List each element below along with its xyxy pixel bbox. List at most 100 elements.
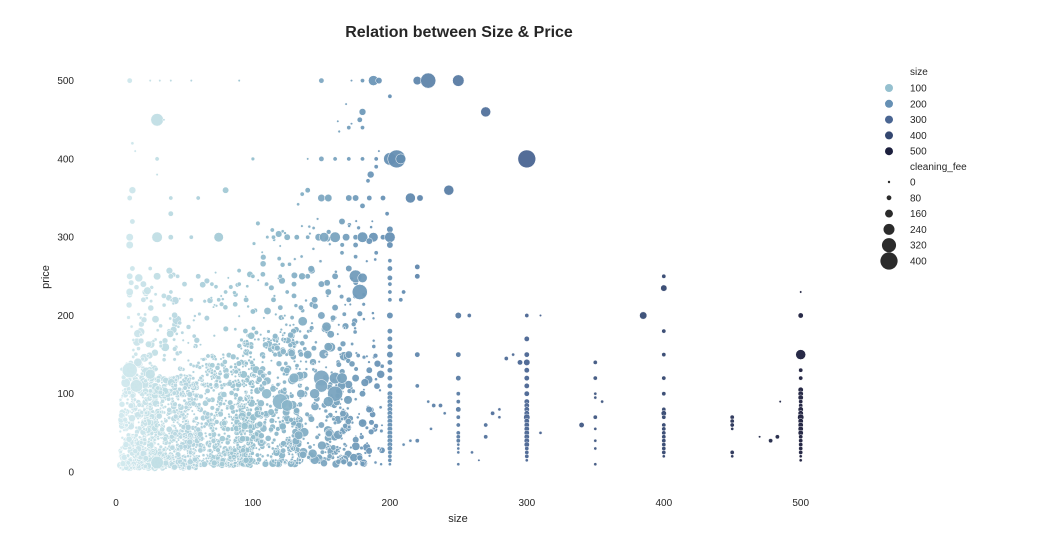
scatter-point bbox=[246, 345, 250, 349]
scatter-point bbox=[360, 156, 365, 162]
scatter-point bbox=[283, 233, 291, 241]
scatter-point bbox=[157, 389, 163, 396]
scatter-point bbox=[239, 435, 247, 443]
scatter-point bbox=[398, 297, 404, 303]
scatter-point bbox=[455, 438, 461, 444]
scatter-point bbox=[660, 284, 668, 292]
scatter-point bbox=[354, 219, 358, 223]
scatter-point bbox=[517, 149, 536, 169]
scatter-point bbox=[372, 427, 376, 431]
x-tick-label: 300 bbox=[518, 498, 535, 509]
scatter-point bbox=[198, 438, 202, 442]
scatter-point bbox=[272, 352, 278, 358]
scatter-point bbox=[729, 450, 735, 455]
legend-fee-label: 240 bbox=[910, 225, 927, 236]
scatter-point bbox=[379, 363, 385, 369]
scatter-point bbox=[284, 289, 290, 295]
scatter-point bbox=[143, 312, 148, 317]
scatter-point bbox=[139, 460, 144, 465]
scatter-point bbox=[222, 325, 229, 332]
scatter-point bbox=[261, 380, 268, 387]
scatter-point bbox=[287, 349, 296, 358]
scatter-point bbox=[165, 425, 173, 433]
scatter-point bbox=[197, 402, 202, 407]
scatter-point bbox=[350, 388, 356, 394]
legend-fee-label: 320 bbox=[910, 241, 927, 252]
scatter-point bbox=[365, 441, 369, 445]
scatter-point bbox=[324, 418, 329, 423]
scatter-point bbox=[243, 296, 250, 303]
scatter-point bbox=[373, 360, 382, 368]
scatter-point bbox=[337, 323, 341, 327]
scatter-point bbox=[158, 444, 163, 450]
scatter-point bbox=[125, 435, 133, 443]
scatter-point bbox=[229, 462, 233, 467]
scatter-point bbox=[455, 399, 461, 404]
scatter-point bbox=[121, 362, 138, 379]
scatter-point bbox=[230, 353, 237, 360]
scatter-point bbox=[193, 314, 197, 318]
scatter-point bbox=[387, 457, 393, 463]
scatter-point bbox=[356, 415, 360, 420]
scatter-point bbox=[128, 186, 137, 194]
x-axis-label: size bbox=[448, 513, 468, 525]
scatter-point bbox=[237, 79, 241, 83]
scatter-point bbox=[173, 383, 178, 388]
scatter-point bbox=[145, 340, 153, 348]
scatter-point bbox=[249, 344, 254, 350]
scatter-point bbox=[346, 125, 352, 130]
legend-fee-marker bbox=[886, 195, 892, 201]
scatter-point bbox=[277, 273, 283, 279]
scatter-point bbox=[768, 438, 773, 444]
scatter-point bbox=[279, 330, 282, 334]
scatter-point bbox=[170, 396, 175, 401]
scatter-point bbox=[204, 362, 209, 367]
scatter-point bbox=[291, 455, 295, 459]
scatter-point bbox=[729, 414, 735, 420]
scatter-point bbox=[347, 224, 351, 228]
scatter-point bbox=[138, 440, 144, 445]
scatter-point bbox=[222, 366, 226, 370]
scatter-point bbox=[239, 337, 244, 343]
legend: size cleaning_fee 100 200 300 400 500 0 80 160… bbox=[880, 67, 967, 270]
scatter-point bbox=[153, 292, 158, 297]
scatter-point bbox=[194, 415, 199, 421]
scatter-point bbox=[378, 388, 382, 392]
scatter-point bbox=[242, 328, 249, 334]
scatter-point bbox=[356, 454, 363, 461]
scatter-point bbox=[166, 402, 170, 406]
scatter-point bbox=[523, 367, 530, 374]
legend-fee-marker bbox=[881, 238, 897, 253]
scatter-point bbox=[456, 450, 461, 455]
scatter-point bbox=[270, 296, 277, 303]
scatter-point bbox=[366, 195, 373, 201]
scatter-point bbox=[223, 416, 227, 420]
x-axis-ticks: 0 100 200 300 400 500 bbox=[113, 498, 809, 509]
scatter-point bbox=[244, 383, 248, 387]
scatter-point bbox=[191, 370, 196, 374]
scatter-point bbox=[234, 435, 239, 440]
scatter-point bbox=[219, 301, 225, 307]
scatter-point bbox=[323, 342, 333, 352]
scatter-point bbox=[455, 406, 462, 413]
scatter-point bbox=[147, 446, 151, 450]
scatter-point bbox=[193, 448, 197, 452]
scatter-point bbox=[524, 313, 530, 318]
scatter-point bbox=[188, 297, 194, 303]
scatter-point bbox=[353, 254, 358, 260]
scatter-point bbox=[232, 463, 237, 468]
legend-size-marker bbox=[885, 99, 893, 108]
scatter-point bbox=[331, 417, 336, 422]
scatter-point bbox=[275, 339, 279, 344]
scatter-point bbox=[165, 267, 173, 275]
scatter-point bbox=[297, 458, 302, 462]
scatter-point bbox=[203, 277, 210, 284]
scatter-point bbox=[661, 434, 667, 440]
scatter-point bbox=[162, 455, 167, 460]
scatter-point bbox=[593, 391, 598, 396]
scatter-point bbox=[308, 232, 312, 236]
scatter-point bbox=[778, 400, 782, 404]
scatter-point bbox=[365, 447, 373, 455]
scatter-point bbox=[257, 399, 265, 408]
scatter-point bbox=[128, 414, 136, 422]
